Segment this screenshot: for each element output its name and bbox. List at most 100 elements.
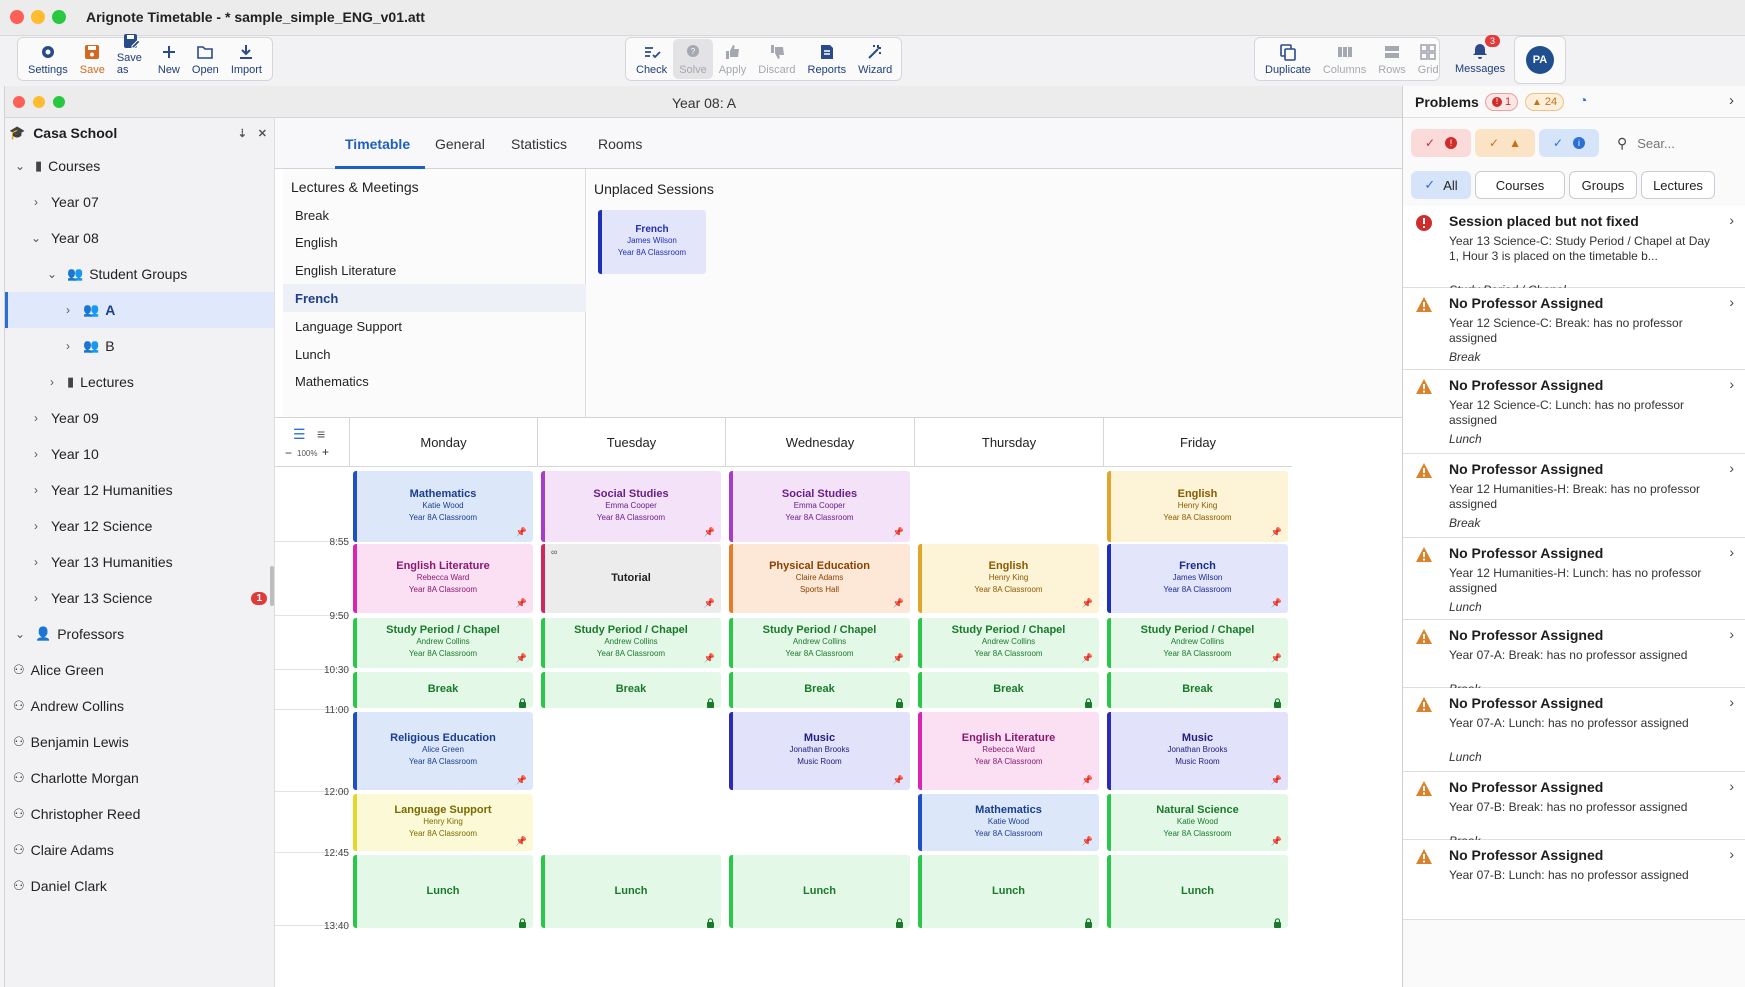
tab-rooms[interactable]: Rooms <box>598 136 643 152</box>
inner-minimize-button[interactable] <box>33 96 45 108</box>
sidebar-item-year-13-humanities[interactable]: › Year 13 Humanities <box>5 544 274 580</box>
discard-button[interactable]: Discard <box>752 39 801 79</box>
tab-timetable[interactable]: Timetable <box>345 136 411 152</box>
open-button[interactable]: Open <box>186 39 225 79</box>
session-card-social-studies[interactable]: Social Studies Emma Cooper Year 8A Classro… <box>729 471 910 542</box>
chevron-right-icon[interactable]: › <box>34 447 38 461</box>
problems-search[interactable]: ⚲ <box>1607 129 1739 157</box>
pin-icon[interactable]: 📌 <box>892 775 904 785</box>
session-card-physical-education[interactable]: Physical Education Claire Adams Sports Hal… <box>729 544 910 613</box>
filter-chip-groups[interactable]: Groups <box>1569 171 1637 199</box>
zoom-out-icon[interactable]: − <box>285 446 293 460</box>
sidebar-item-b[interactable]: › 👥 B <box>5 328 274 364</box>
pin-icon[interactable]: 📌 <box>892 527 904 537</box>
problem-item[interactable]: No Professor Assigned Year 12 Humanities-… <box>1403 538 1745 620</box>
chevron-down-icon[interactable]: ⌄ <box>14 159 26 173</box>
session-card-english[interactable]: English Henry King Year 8A Classroom 📌 <box>1107 471 1288 542</box>
reports-button[interactable]: Reports <box>802 39 853 79</box>
settings-button[interactable]: Settings <box>22 39 74 79</box>
sidebar-item-christopher-reed[interactable]: ⚇ Christopher Reed <box>5 796 274 832</box>
chevron-right-icon[interactable]: › <box>1729 376 1734 392</box>
pin-icon[interactable]: 📌 <box>1270 527 1282 537</box>
sidebar-item-year-13-science[interactable]: › Year 13 Science 1 <box>5 580 274 616</box>
grid-button[interactable]: Grid <box>1412 39 1445 79</box>
chevron-right-icon[interactable]: › <box>1729 460 1734 476</box>
lecture-item-language-support[interactable]: Language Support <box>295 318 402 334</box>
sidebar-item-year-12-science[interactable]: › Year 12 Science <box>5 508 274 544</box>
pin-icon[interactable]: 📌 <box>1081 775 1093 785</box>
sidebar-item-year-07[interactable]: › Year 07 <box>5 184 274 220</box>
problem-item[interactable]: Session placed but not fixed Year 13 Scie… <box>1403 206 1745 297</box>
pin-icon[interactable]: 📌 <box>1270 598 1282 608</box>
problem-item[interactable]: No Professor Assigned Year 07-B: Lunch: h… <box>1403 840 1745 920</box>
session-card-music[interactable]: Music Jonathan Brooks Music Room 📌 <box>729 712 910 790</box>
session-card-language-support[interactable]: Language Support Henry King Year 8A Classr… <box>353 794 533 851</box>
lecture-item-break[interactable]: Break <box>295 207 329 223</box>
pin-icon[interactable]: 📌 <box>515 775 527 785</box>
school-header[interactable]: 🎓 Casa School ⇣ ✕ <box>5 118 274 148</box>
maximize-window-button[interactable] <box>52 10 66 24</box>
sidebar-item-year-09[interactable]: › Year 09 <box>5 400 274 436</box>
search-input[interactable] <box>1637 135 1718 151</box>
chevron-right-icon[interactable]: › <box>34 591 38 605</box>
tab-statistics[interactable]: Statistics <box>511 136 568 152</box>
pin-icon[interactable]: 📌 <box>1081 653 1093 663</box>
pin-icon[interactable]: 📌 <box>1081 598 1093 608</box>
user-avatar[interactable]: PA <box>1514 36 1566 84</box>
chevron-right-icon[interactable]: › <box>66 303 70 317</box>
session-card-break[interactable]: Break <box>918 672 1099 708</box>
chevron-down-icon[interactable]: ⌄ <box>46 267 58 281</box>
lecture-item-english[interactable]: English <box>295 235 338 251</box>
session-card-social-studies[interactable]: Social Studies Emma Cooper Year 8A Classro… <box>541 471 721 542</box>
sidebar-item-a[interactable]: › 👥 A <box>5 292 274 328</box>
pin-icon[interactable]: 📌 <box>1081 836 1093 846</box>
sidebar-item-lectures[interactable]: › ▮ Lectures <box>5 364 274 400</box>
solve-button[interactable]: ? Solve <box>673 39 713 79</box>
inner-close-button[interactable] <box>13 96 25 108</box>
sidebar-resize-handle[interactable] <box>270 566 274 606</box>
filter-info-toggle[interactable]: ✓ i <box>1539 129 1599 157</box>
chevron-right-icon[interactable]: › <box>66 339 70 353</box>
refresh-icon[interactable]: ◔ <box>1579 92 1588 108</box>
session-card-lunch[interactable]: Lunch <box>918 855 1099 928</box>
zoom-in-icon[interactable]: + <box>322 445 330 459</box>
chevron-down-icon[interactable]: ⌄ <box>30 231 42 245</box>
session-card-study-period-chapel[interactable]: Study Period / Chapel Andrew Collins Year … <box>541 618 721 668</box>
pin-icon[interactable]: 📌 <box>515 598 527 608</box>
pin-icon[interactable]: 📌 <box>892 653 904 663</box>
sidebar-item-alice-green[interactable]: ⚇ Alice Green <box>5 652 274 688</box>
session-card-break[interactable]: Break <box>1107 672 1288 708</box>
sidebar-item-year-10[interactable]: › Year 10 <box>5 436 274 472</box>
collapse-all-icon[interactable]: ⇣ <box>237 127 247 140</box>
session-card-religious-education[interactable]: Religious Education Alice Green Year 8A Cl… <box>353 712 533 790</box>
lecture-item-english-literature[interactable]: English Literature <box>295 263 397 279</box>
pin-icon[interactable]: 📌 <box>1270 775 1282 785</box>
close-icon[interactable]: ✕ <box>257 127 267 140</box>
chevron-right-icon[interactable]: › <box>1729 544 1734 560</box>
session-card-lunch[interactable]: Lunch <box>541 855 721 928</box>
sidebar-item-claire-adams[interactable]: ⚇ Claire Adams <box>5 832 274 868</box>
chevron-right-icon[interactable]: › <box>50 375 54 389</box>
session-card-break[interactable]: Break <box>353 672 533 708</box>
session-card-mathematics[interactable]: Mathematics Katie Wood Year 8A Classroom 📌 <box>918 794 1099 851</box>
session-card-lunch[interactable]: Lunch <box>1107 855 1288 928</box>
problem-item[interactable]: No Professor Assigned Year 12 Science-C: … <box>1403 288 1745 370</box>
session-card-french[interactable]: French James Wilson Year 8A Classroom 📌 <box>1107 544 1288 613</box>
session-card-break[interactable]: Break <box>729 672 910 708</box>
chevron-right-icon[interactable]: › <box>1729 694 1734 710</box>
minimize-window-button[interactable] <box>31 10 45 24</box>
chevron-right-icon[interactable]: › <box>34 519 38 533</box>
session-card-study-period-chapel[interactable]: Study Period / Chapel Andrew Collins Year … <box>1107 618 1288 668</box>
session-card-music[interactable]: Music Jonathan Brooks Music Room 📌 <box>1107 712 1288 790</box>
pin-icon[interactable]: 📌 <box>515 653 527 663</box>
pin-icon[interactable]: 📌 <box>703 598 715 608</box>
chevron-right-icon[interactable]: › <box>34 195 38 209</box>
session-card-study-period-chapel[interactable]: Study Period / Chapel Andrew Collins Year … <box>918 618 1099 668</box>
import-button[interactable]: Import <box>225 39 268 79</box>
pin-icon[interactable]: 📌 <box>703 653 715 663</box>
session-card-break[interactable]: Break <box>541 672 721 708</box>
session-card-study-period-chapel[interactable]: Study Period / Chapel Andrew Collins Year … <box>353 618 533 668</box>
session-card-study-period-chapel[interactable]: Study Period / Chapel Andrew Collins Year … <box>729 618 910 668</box>
problem-item[interactable]: No Professor Assigned Year 07-A: Break: h… <box>1403 620 1745 696</box>
apply-button[interactable]: Apply <box>713 39 753 79</box>
